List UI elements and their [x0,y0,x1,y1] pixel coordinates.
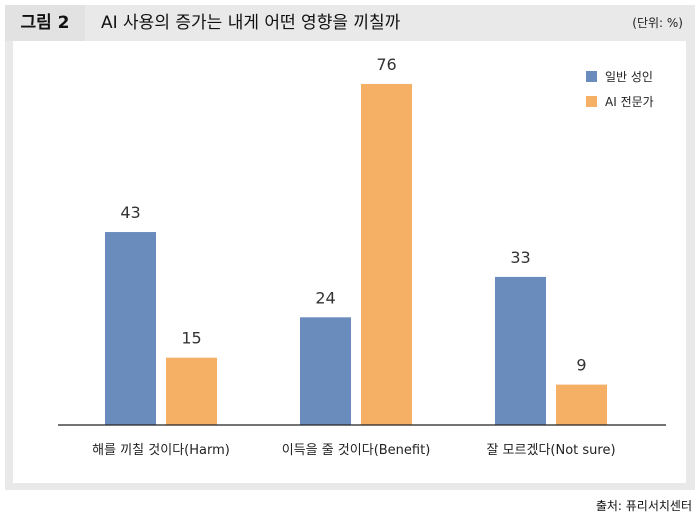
data-label: 43 [120,203,140,222]
source-note: 출처: 퓨리서치센터 [595,499,692,513]
data-label: 15 [181,329,201,348]
data-label: 9 [576,356,586,375]
bar-general-1 [300,317,351,425]
chart-title: AI 사용의 증가는 내게 어떤 영향을 끼칠까 [101,13,401,33]
data-label: 24 [315,288,335,307]
figure-label: 그림 2 [5,5,85,41]
bar-general-2 [495,276,546,425]
data-label: 33 [510,248,530,267]
figure-frame: 그림 2 AI 사용의 증가는 내게 어떤 영향을 끼칠까 (단위: %) 43… [5,5,695,490]
legend-swatch-expert [586,96,597,107]
data-label: 76 [376,55,396,74]
bar-expert-1 [361,83,412,425]
bar-general-0 [105,232,156,425]
figure-header: 그림 2 AI 사용의 증가는 내게 어떤 영향을 끼칠까 (단위: %) [5,5,695,41]
legend-label-general: 일반 성인 [605,70,653,84]
bar-expert-0 [166,357,217,425]
x-tick-label: 해를 끼칠 것이다(Harm) [92,443,230,458]
bar-chart: 43 15 해를 끼칠 것이다(Harm) 24 76 이득을 줄 것이다(Benefit… [58,55,666,458]
x-tick-label: 잘 모르겠다(Not sure) [486,443,615,458]
bar-expert-2 [556,384,607,425]
legend-swatch-general [586,71,597,82]
chart-panel: 43 15 해를 끼칠 것이다(Harm) 24 76 이득을 줄 것이다(Benefit… [13,41,686,483]
legend-label-expert: AI 전문가 [605,95,654,109]
x-tick-label: 이득을 줄 것이다(Benefit) [282,443,431,458]
unit-label: (단위: %) [632,16,683,30]
